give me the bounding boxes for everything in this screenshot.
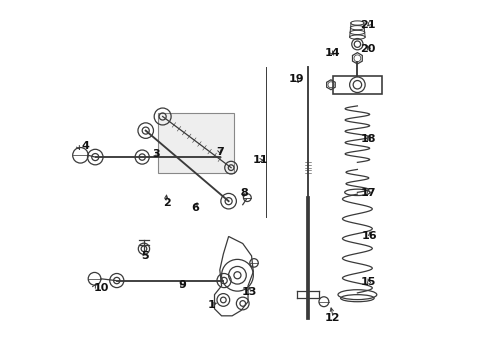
Text: 15: 15: [360, 276, 375, 287]
Bar: [158, 113, 233, 173]
Text: 1: 1: [207, 300, 215, 310]
Bar: [332, 76, 381, 94]
Text: 7: 7: [216, 147, 224, 157]
Text: 19: 19: [288, 75, 304, 85]
Text: 3: 3: [152, 149, 160, 158]
Text: 4: 4: [81, 141, 89, 152]
Text: 2: 2: [163, 198, 170, 208]
Text: 10: 10: [94, 283, 109, 293]
Text: 17: 17: [360, 188, 375, 198]
Text: 13: 13: [241, 287, 257, 297]
Text: 11: 11: [252, 155, 267, 165]
Text: 5: 5: [141, 251, 149, 261]
Text: 8: 8: [240, 188, 247, 198]
Text: 16: 16: [361, 231, 376, 241]
Text: 9: 9: [178, 280, 186, 290]
Text: 20: 20: [360, 44, 375, 54]
Text: 6: 6: [191, 203, 199, 213]
Text: 18: 18: [360, 134, 375, 144]
Text: 21: 21: [360, 20, 375, 30]
Text: 14: 14: [324, 48, 340, 58]
Text: 12: 12: [325, 313, 340, 323]
